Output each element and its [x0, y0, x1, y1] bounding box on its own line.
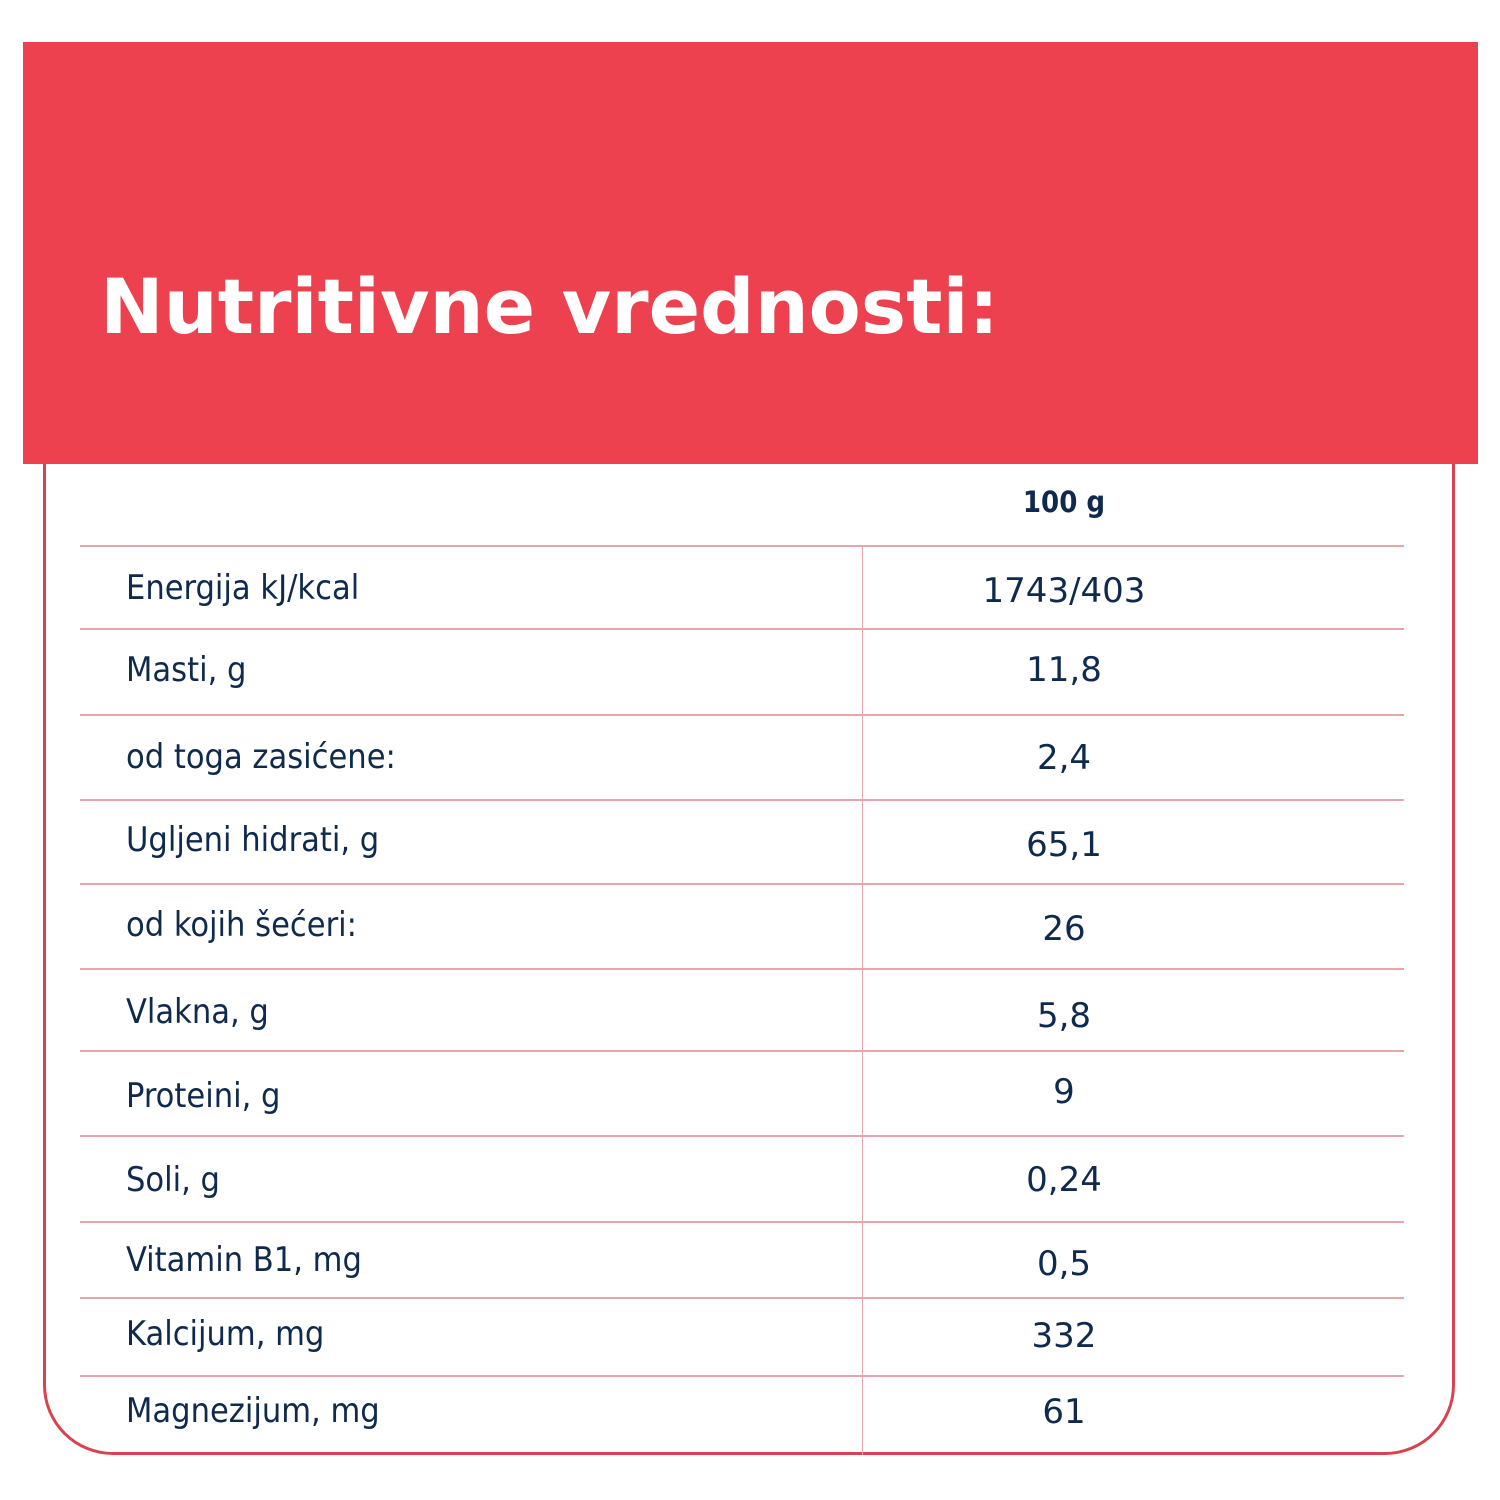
row-value: 0,5: [1036, 1244, 1092, 1284]
row-label: Kalcijum, mg: [126, 1314, 325, 1354]
row-divider: [80, 968, 1404, 970]
row-value: 65,1: [1026, 825, 1102, 865]
row-value: 332: [1031, 1316, 1097, 1356]
row-value: 1743/403: [982, 571, 1146, 611]
row-label: od kojih šećeri:: [126, 905, 357, 945]
row-divider: [80, 628, 1404, 630]
row-label: Vitamin B1, mg: [126, 1240, 362, 1280]
row-divider: [80, 1297, 1404, 1299]
row-divider: [80, 883, 1404, 885]
row-divider: [80, 799, 1404, 801]
row-divider: [80, 1135, 1404, 1137]
row-value: 5,8: [1036, 996, 1092, 1036]
row-divider: [80, 714, 1404, 716]
row-label: Magnezijum, mg: [126, 1391, 380, 1431]
row-label: Vlakna, g: [126, 992, 269, 1032]
row-value: 9: [1053, 1072, 1075, 1112]
row-divider: [80, 1050, 1404, 1052]
row-value: 0,24: [1026, 1160, 1102, 1200]
row-divider: [80, 1221, 1404, 1223]
row-value: 2,4: [1036, 738, 1092, 778]
row-divider: [80, 545, 1404, 547]
row-label: Proteini, g: [126, 1076, 281, 1116]
row-value: 61: [1042, 1392, 1086, 1432]
row-label: od toga zasićene:: [126, 737, 396, 777]
row-label: Ugljeni hidrati, g: [126, 820, 380, 860]
row-label: Energija kJ/kcal: [126, 568, 360, 608]
row-label: Soli, g: [126, 1160, 220, 1200]
row-label: Masti, g: [126, 650, 247, 690]
row-value: 11,8: [1026, 650, 1102, 690]
row-divider: [80, 1375, 1404, 1377]
column-divider: [862, 547, 863, 1455]
page-title: Nutritivne vrednosti:: [100, 262, 999, 351]
column-header-100g: 100 g: [1022, 485, 1106, 519]
nutrition-card: [43, 300, 1455, 1455]
title-banner: [23, 42, 1478, 464]
row-value: 26: [1042, 909, 1086, 949]
